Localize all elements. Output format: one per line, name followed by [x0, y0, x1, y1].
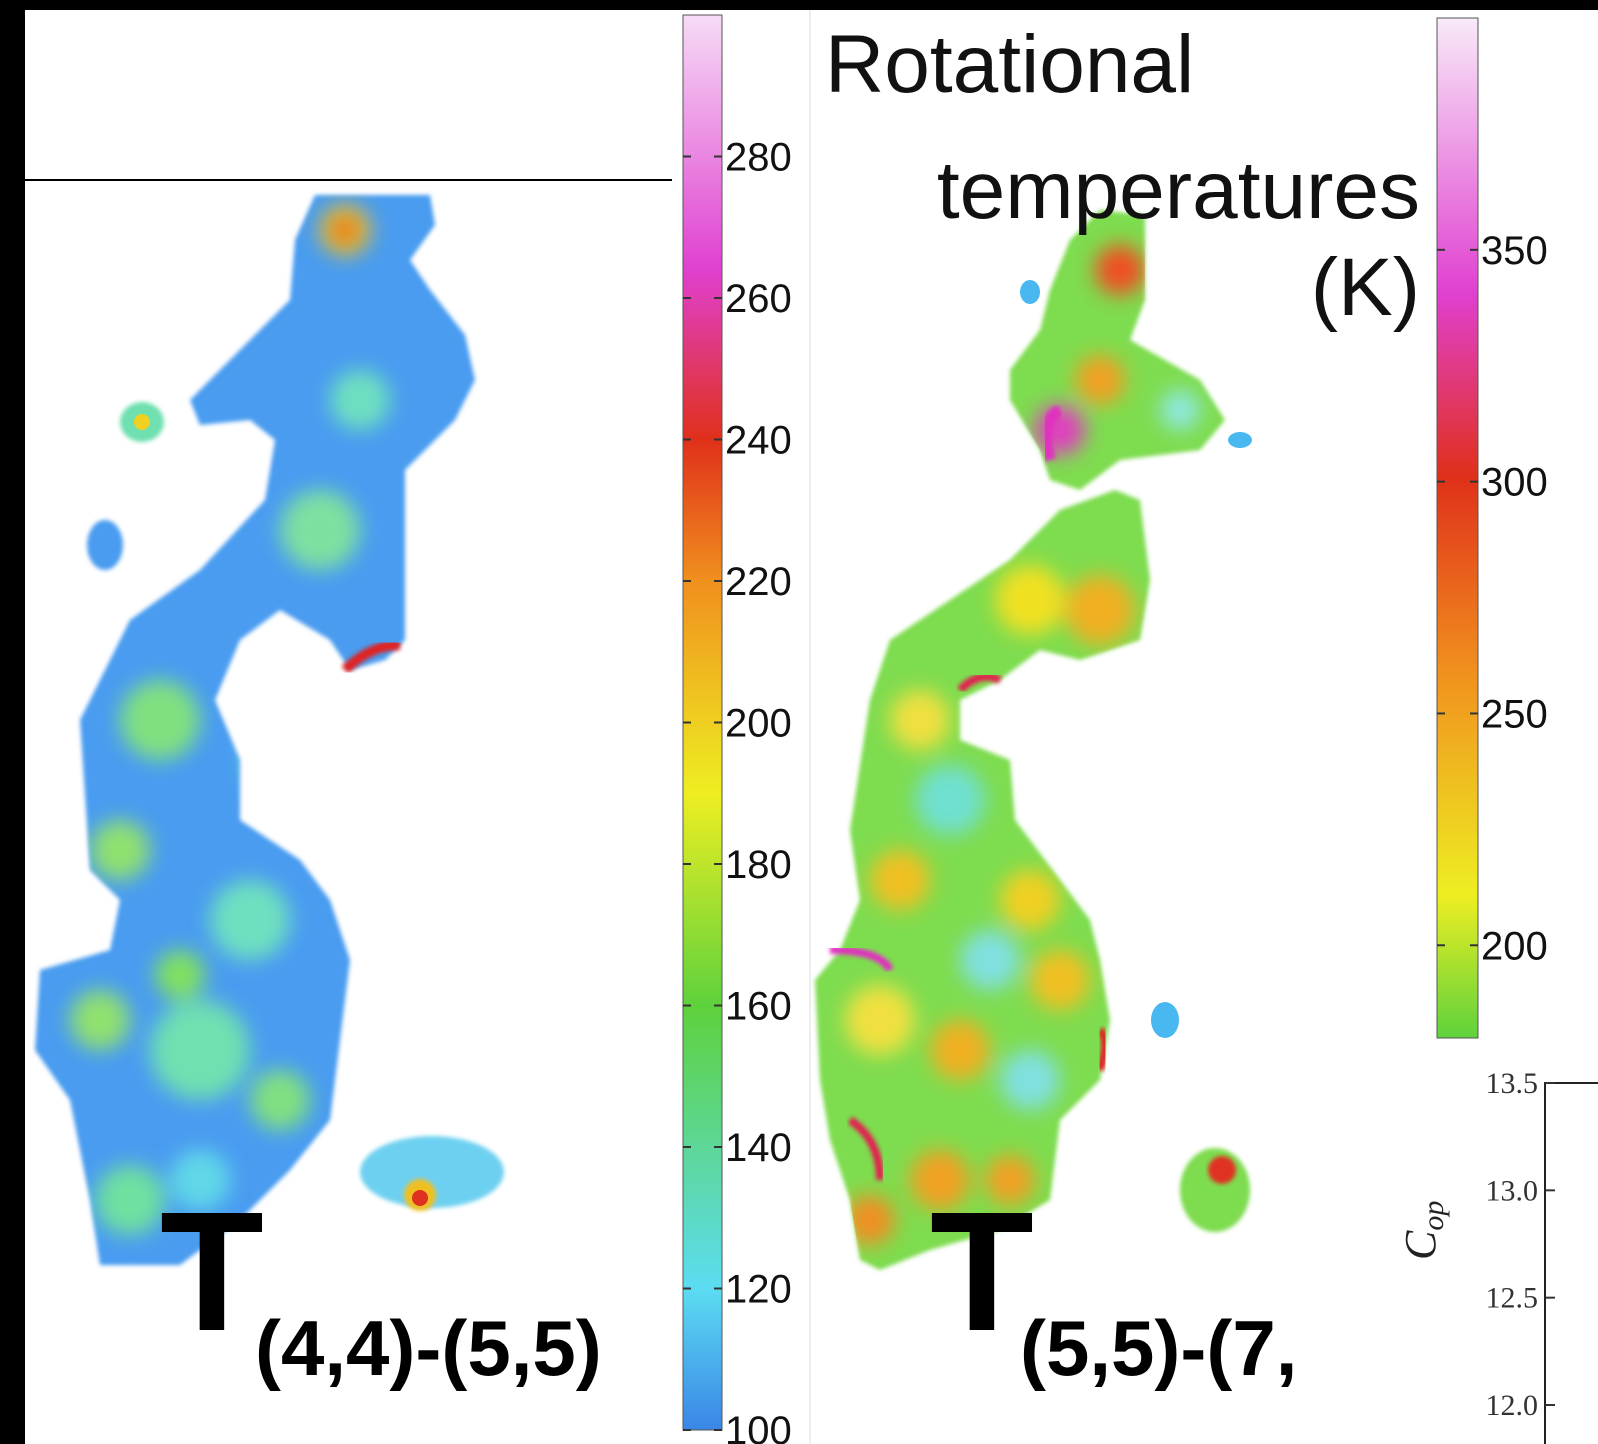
panel-label-sub: (4,4)-(5,5)	[255, 1304, 602, 1392]
inset-tick-label: 13.0	[1486, 1174, 1539, 1207]
inset-ylabel-sub: op	[1417, 1201, 1450, 1231]
colorbar	[1436, 17, 1479, 1039]
inset-tick-label: 12.5	[1486, 1282, 1539, 1315]
colorbar-tick-label: 200	[1481, 924, 1548, 968]
inset-ylabel-main: C	[1396, 1230, 1445, 1260]
title-line: (K)	[1311, 242, 1420, 333]
panel-label: T	[930, 1177, 1034, 1367]
colorbar-tick-label: 220	[725, 560, 792, 604]
inset-background	[1420, 1045, 1598, 1444]
inset-tick-label: 12.0	[1486, 1389, 1539, 1422]
colorbar-tick-label: 350	[1481, 229, 1548, 273]
panel-label: T	[160, 1177, 264, 1367]
colorbar-tick-label: 120	[725, 1268, 792, 1312]
title-line: Rotational	[825, 19, 1194, 110]
colorbar-tick-label: 300	[1481, 461, 1548, 505]
colorbar-tick-label: 280	[725, 136, 792, 180]
inset-ylabel: Cop	[1396, 1201, 1450, 1260]
colorbar-tick-label: 260	[725, 277, 792, 321]
colorbar-tick-label: 200	[725, 702, 792, 746]
heatmap-right	[815, 210, 1252, 1270]
colorbar-tick-label: 240	[725, 419, 792, 463]
colorbar-tick-label: 250	[1481, 692, 1548, 736]
title-line: temperatures	[937, 145, 1420, 236]
panel-background	[25, 10, 1598, 1444]
colorbar-tick-label: 100	[725, 1409, 792, 1444]
panel-label-sub: (5,5)-(7,	[1020, 1304, 1297, 1392]
inset-tick-label: 13.5	[1486, 1067, 1539, 1100]
colorbar-tick-label: 140	[725, 1126, 792, 1170]
colorbar-tick-label: 160	[725, 985, 792, 1029]
colorbar-tick-label: 180	[725, 843, 792, 887]
